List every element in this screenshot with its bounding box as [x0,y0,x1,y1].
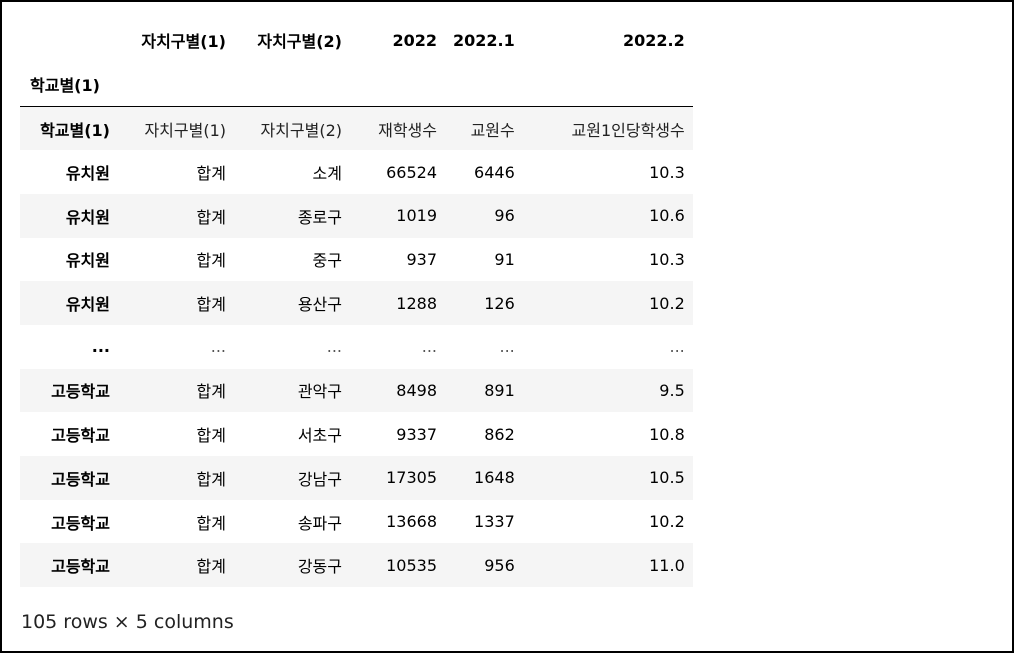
table-row: 학교별(1) 자치구별(1) 자치구별(2) 재학생수 교원수 교원1인당학생수 [20,106,693,151]
row-index-cell: 고등학교 [51,557,110,577]
table-cell: 10.8 [649,424,685,444]
table-cell: 강동구 [297,557,342,577]
table-cell: 9337 [396,424,437,444]
table-cell: 중구 [312,251,342,271]
table-cell: ... [421,337,437,357]
table-cell: 126 [484,293,515,313]
table-cell: 합계 [196,295,226,315]
table-row: 고등학교 합계 강남구 17305 1648 10.5 [20,456,693,500]
table-cell: 956 [484,555,515,575]
dataframe-table: 자치구별(1) 자치구별(2) 2022 2022.1 2022.2 학교별(1… [20,19,693,588]
table-header: 자치구별(1) 자치구별(2) 2022 2022.1 2022.2 학교별(1… [20,19,693,107]
table-cell: 10.2 [649,512,685,532]
row-index-cell: 학교별(1) [40,120,110,140]
table-cell: 91 [494,249,515,269]
table-cell: 종로구 [297,207,342,227]
table-cell: 10.3 [649,249,685,269]
table-cell: 66524 [386,162,437,182]
table-cell: 10.3 [649,162,685,182]
table-cell: ... [499,337,515,357]
table-cell: 1648 [474,468,515,488]
table-row: 유치원 합계 용산구 1288 126 10.2 [20,281,693,325]
table-cell: 자치구별(2) [260,120,342,140]
column-header: 자치구별(1) [141,32,226,51]
column-header: 2022.2 [623,30,685,50]
table-cell: 8498 [396,380,437,400]
table-cell: 관악구 [297,382,342,402]
table-cell: 소계 [312,164,342,184]
table-cell: 1288 [396,293,437,313]
row-index-cell: 유치원 [65,207,110,227]
table-cell: ... [326,337,342,357]
row-index-cell: 유치원 [65,251,110,271]
table-cell: 10535 [386,555,437,575]
table-cell: 자치구별(1) [144,120,226,140]
table-row: 고등학교 합계 강동구 10535 956 11.0 [20,543,693,588]
table-cell: 96 [494,206,515,226]
table-cell: 10.6 [649,206,685,226]
index-name: 학교별(1) [30,75,100,95]
table-cell: 합계 [196,251,226,271]
table-cell: 11.0 [649,555,685,575]
column-header-blank [20,19,118,61]
row-index-cell: 고등학교 [51,382,110,402]
table-cell: 1019 [396,206,437,226]
table-cell: 10.5 [649,468,685,488]
row-index-cell: ... [91,337,110,357]
table-cell: 1337 [474,512,515,532]
table-cell: 862 [484,424,515,444]
table-cell: ... [669,337,685,357]
table-cell: 합계 [196,469,226,489]
column-header: 2022.1 [453,30,515,50]
column-header: 2022 [392,30,437,50]
table-body: 학교별(1) 자치구별(1) 자치구별(2) 재학생수 교원수 교원1인당학생수 유치원 합계… [20,106,693,588]
index-name-row: 학교별(1) [20,61,693,107]
table-cell: 합계 [196,426,226,446]
table-row: 고등학교 합계 송파구 13668 1337 10.2 [20,499,693,544]
table-cell: 17305 [386,468,437,488]
table-cell: 합계 [196,557,226,577]
table-cell: 합계 [196,382,226,402]
table-cell: 합계 [196,207,226,227]
table-cell: 10.2 [649,293,685,313]
table-row: 유치원 합계 종로구 1019 96 10.6 [20,193,693,238]
row-index-cell: 유치원 [65,164,110,184]
table-cell: 송파구 [297,513,342,533]
table-row: 유치원 합계 중구 937 91 10.3 [20,237,693,282]
table-cell: 합계 [196,164,226,184]
table-cell: 9.5 [659,380,685,400]
table-cell: 교원1인당학생수 [571,120,685,140]
table-cell: 강남구 [297,469,342,489]
table-row: 고등학교 합계 관악구 8498 891 9.5 [20,368,693,413]
table-cell: 13668 [386,512,437,532]
table-cell: 재학생수 [378,120,437,140]
table-cell: ... [210,337,226,357]
row-index-cell: 고등학교 [51,469,110,489]
table-cell: 891 [484,380,515,400]
table-cell: 937 [406,249,437,269]
column-header-row: 자치구별(1) 자치구별(2) 2022 2022.1 2022.2 [20,19,693,61]
row-index-cell: 유치원 [65,295,110,315]
table-row: 유치원 합계 소계 66524 6446 10.3 [20,150,693,194]
table-cell: 교원수 [470,120,515,140]
row-index-cell: 고등학교 [51,426,110,446]
table-row: 고등학교 합계 서초구 9337 862 10.8 [20,412,693,456]
row-index-cell: 고등학교 [51,513,110,533]
table-cell: 6446 [474,162,515,182]
row-column-count: 105 rows × 5 columns [21,611,234,633]
table-cell: 합계 [196,513,226,533]
table-row: .................. [20,324,693,369]
table-cell: 서초구 [297,426,342,446]
column-header: 자치구별(2) [257,32,342,51]
table-cell: 용산구 [297,295,342,315]
